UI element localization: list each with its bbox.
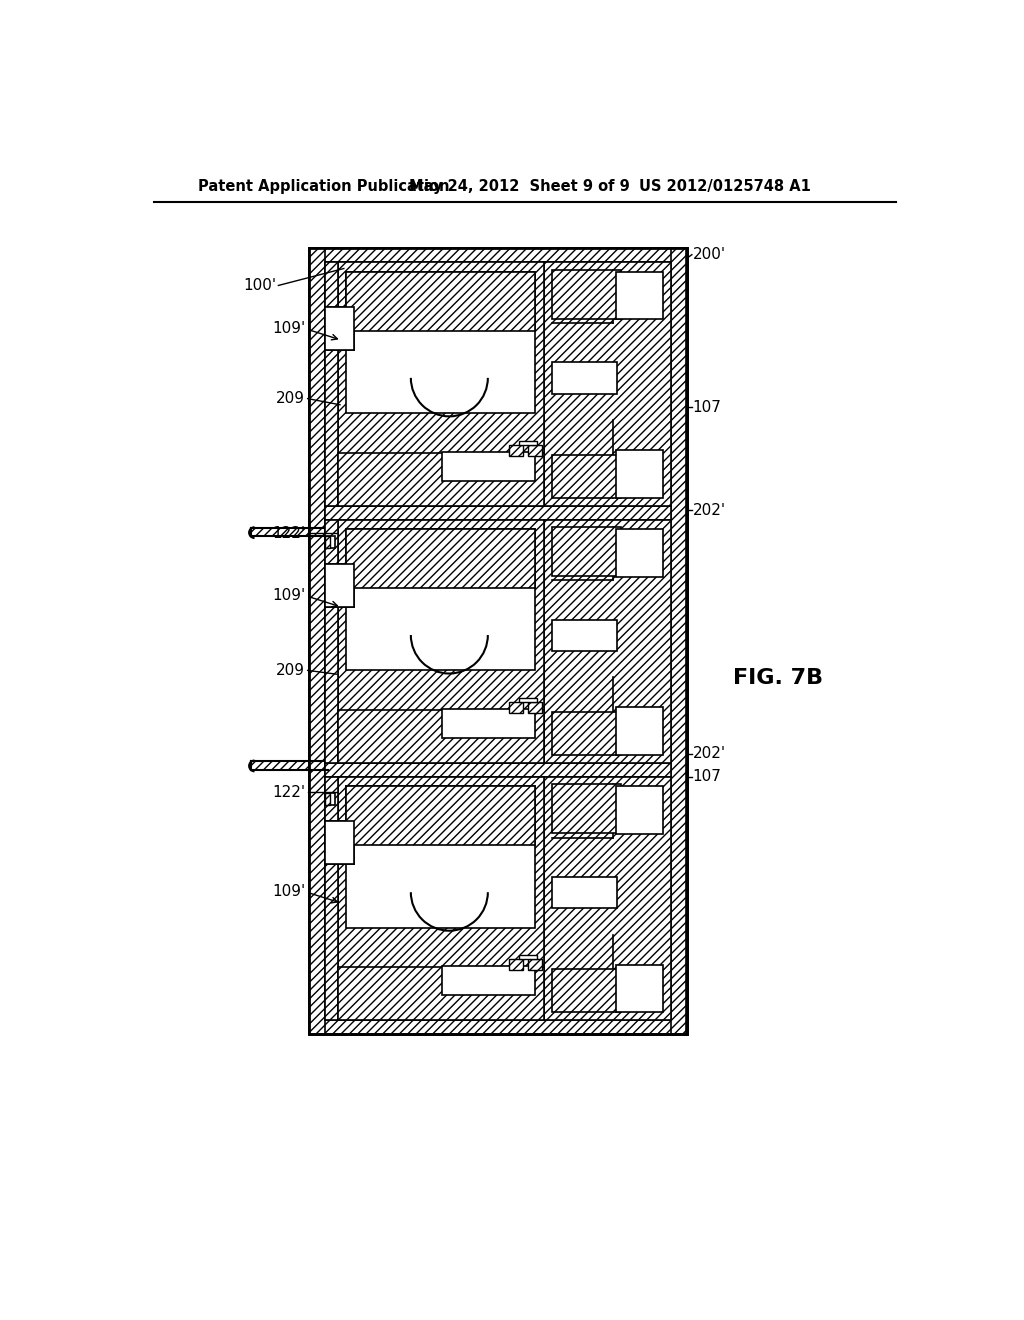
Bar — [518, 698, 538, 702]
Bar — [552, 969, 621, 1012]
Bar — [552, 711, 621, 755]
Bar — [325, 776, 339, 1020]
Text: US 2012/0125748 A1: US 2012/0125748 A1 — [639, 180, 811, 194]
Bar — [544, 263, 671, 506]
Bar — [552, 527, 621, 576]
Bar — [309, 1020, 686, 1034]
Text: 107: 107 — [692, 770, 722, 784]
Text: 100': 100' — [244, 279, 276, 293]
Text: Patent Application Publication: Patent Application Publication — [199, 180, 450, 194]
Bar — [615, 965, 664, 1012]
Bar — [325, 308, 354, 350]
Bar — [325, 536, 330, 548]
Bar — [252, 528, 329, 536]
Bar — [552, 619, 617, 651]
Bar — [615, 450, 664, 498]
Bar — [325, 536, 336, 548]
Bar — [528, 702, 542, 713]
Bar — [309, 248, 686, 263]
Text: 122': 122' — [272, 525, 305, 541]
Bar — [509, 960, 523, 970]
Bar — [346, 529, 535, 589]
Bar — [325, 506, 671, 520]
Bar — [252, 762, 329, 770]
Bar — [346, 529, 535, 671]
Bar — [518, 441, 538, 445]
Bar — [615, 529, 664, 577]
Text: 109': 109' — [272, 321, 305, 337]
Bar — [615, 708, 664, 755]
Bar — [552, 455, 621, 498]
Bar — [528, 445, 542, 455]
Bar — [339, 520, 544, 763]
Bar — [346, 785, 535, 845]
Bar — [442, 451, 535, 480]
Text: May 24, 2012  Sheet 9 of 9: May 24, 2012 Sheet 9 of 9 — [410, 180, 630, 194]
Bar — [339, 453, 544, 506]
Bar — [339, 966, 544, 1020]
Bar — [339, 776, 544, 1020]
Text: 107: 107 — [692, 400, 722, 414]
Bar — [552, 363, 617, 395]
Bar — [339, 710, 544, 763]
Bar — [325, 821, 354, 865]
Text: 209: 209 — [276, 391, 305, 407]
Bar — [518, 956, 538, 960]
Bar — [552, 784, 621, 833]
Bar — [325, 263, 339, 506]
Bar — [309, 248, 686, 1034]
Text: 200': 200' — [692, 247, 726, 263]
Bar — [615, 272, 664, 319]
Bar — [325, 564, 354, 607]
Text: 122': 122' — [272, 784, 305, 800]
Bar — [509, 702, 523, 713]
Bar — [346, 785, 535, 928]
Bar — [552, 271, 621, 318]
Text: 109': 109' — [272, 589, 305, 603]
Text: 209: 209 — [276, 663, 305, 678]
Bar — [671, 248, 686, 1034]
Bar — [509, 445, 523, 455]
Bar — [615, 785, 664, 834]
Text: FIG. 7B: FIG. 7B — [733, 668, 823, 688]
Bar — [309, 248, 325, 1034]
Bar — [339, 263, 544, 506]
Text: 202': 202' — [692, 746, 726, 762]
Bar — [346, 272, 535, 331]
Bar — [346, 272, 535, 413]
Bar — [552, 876, 617, 908]
Text: 109': 109' — [272, 884, 305, 899]
Bar — [325, 763, 671, 776]
Bar — [325, 793, 330, 805]
Bar — [528, 960, 542, 970]
Bar — [325, 793, 336, 805]
Bar — [325, 520, 339, 763]
Bar — [544, 776, 671, 1020]
Bar — [442, 966, 535, 995]
Text: 202': 202' — [692, 503, 726, 517]
Bar — [309, 248, 686, 1034]
Bar — [442, 709, 535, 738]
Bar — [544, 520, 671, 763]
